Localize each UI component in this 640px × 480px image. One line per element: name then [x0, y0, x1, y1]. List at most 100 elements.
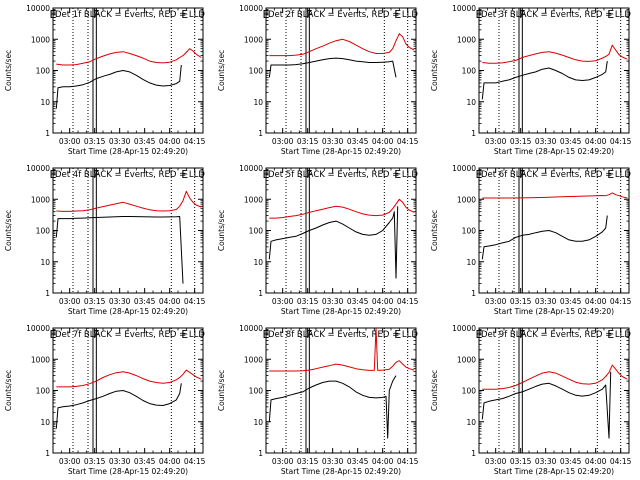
interval-marker-label: E	[394, 328, 401, 341]
x-tick-label: 04:00	[159, 297, 181, 306]
series-line-lld	[482, 44, 628, 64]
series-line-lld	[269, 198, 415, 219]
plot-frame	[265, 167, 417, 294]
x-tick-label: 04:00	[372, 137, 394, 146]
x-axis-label: Start Time (28-Apr-15 02:49:20)	[281, 307, 401, 316]
y-tick-label: 10	[466, 98, 476, 107]
y-tick-label: 10000	[452, 324, 476, 333]
y-tick-label: 1	[45, 129, 50, 138]
x-tick-label: 03:15	[84, 137, 106, 146]
x-tick-label: 04:15	[610, 457, 632, 466]
plot-frame	[478, 7, 630, 134]
panel-title: Det 7f BLACK = Events, RED = LLD	[55, 330, 205, 340]
x-tick-label: 03:30	[535, 297, 557, 306]
y-tick-label: 100	[36, 387, 51, 396]
x-tick-label: 04:15	[397, 457, 419, 466]
x-axis-label: Start Time (28-Apr-15 02:49:20)	[68, 467, 188, 476]
y-tick-label: 1	[258, 289, 263, 298]
x-tick-label: 04:15	[184, 457, 206, 466]
y-axis-label: Counts/sec	[430, 370, 439, 411]
x-tick-label: 03:15	[297, 137, 319, 146]
y-axis-label: Counts/sec	[217, 50, 226, 91]
x-tick-label: 03:30	[322, 457, 344, 466]
y-tick-label: 10000	[452, 4, 476, 13]
interval-marker-label: F	[519, 328, 525, 341]
y-axis-label: Counts/sec	[430, 210, 439, 251]
x-axis-label: Start Time (28-Apr-15 02:49:20)	[494, 307, 614, 316]
panel-title: Det 3f BLACK = Events, RED = LLD	[481, 10, 631, 20]
x-tick-label: 03:15	[510, 297, 532, 306]
y-tick-label: 10	[253, 98, 263, 107]
interval-marker-label: E	[181, 168, 188, 181]
x-tick-label: 03:00	[485, 297, 507, 306]
x-tick-label: 04:15	[610, 297, 632, 306]
interval-marker-label: E	[607, 328, 614, 341]
y-tick-label: 10	[253, 258, 263, 267]
x-tick-label: 03:45	[347, 297, 369, 306]
x-tick-label: 03:45	[134, 457, 156, 466]
x-tick-label: 03:30	[109, 457, 131, 466]
x-tick-label: 04:15	[397, 297, 419, 306]
x-tick-label: 04:15	[184, 137, 206, 146]
series-line-events	[481, 61, 608, 100]
y-tick-label: 10000	[239, 164, 263, 173]
x-tick-label: 03:15	[510, 137, 532, 146]
interval-marker-label: F	[519, 168, 525, 181]
interval-marker-label: F	[306, 328, 312, 341]
series-line-events	[481, 371, 612, 439]
x-tick-label: 03:15	[84, 297, 106, 306]
y-tick-label: 10000	[239, 4, 263, 13]
y-tick-label: 1	[45, 449, 50, 458]
x-tick-label: 03:00	[59, 297, 81, 306]
x-tick-label: 03:30	[109, 137, 131, 146]
x-tick-label: 03:00	[59, 457, 81, 466]
series-line-events	[55, 383, 182, 429]
interval-marker-label: E	[607, 168, 614, 181]
interval-marker-label: F	[93, 328, 99, 341]
detector-panel-3: Det 3f BLACK = Events, RED = LLD Counts/s…	[430, 4, 632, 156]
panel-title: Det 5f BLACK = Events, RED = LLD	[268, 170, 418, 180]
x-axis-label: Start Time (28-Apr-15 02:49:20)	[494, 147, 614, 156]
interval-marker-label: F	[93, 168, 99, 181]
x-tick-label: 03:45	[134, 297, 156, 306]
y-axis-label: Counts/sec	[4, 50, 13, 91]
y-tick-label: 1000	[457, 35, 476, 44]
interval-marker-label: F	[93, 8, 99, 21]
y-tick-label: 10000	[239, 324, 263, 333]
series-line-lld	[56, 369, 202, 388]
y-axis-label: Counts/sec	[4, 370, 13, 411]
y-tick-label: 10	[466, 258, 476, 267]
y-tick-label: 1	[471, 129, 476, 138]
y-tick-label: 1000	[31, 195, 50, 204]
x-tick-label: 04:00	[159, 457, 181, 466]
y-tick-label: 100	[36, 67, 51, 76]
y-tick-label: 100	[249, 227, 264, 236]
interval-marker-label: F	[306, 8, 312, 21]
y-tick-label: 1	[258, 129, 263, 138]
plot-frame	[265, 7, 417, 134]
x-tick-label: 03:45	[134, 137, 156, 146]
y-axis-label: Counts/sec	[217, 370, 226, 411]
plot-frame	[265, 327, 417, 454]
detector-panel-9: Det 9f BLACK = Events, RED = LLD Counts/s…	[430, 324, 632, 476]
y-tick-label: 100	[462, 227, 477, 236]
x-tick-label: 03:00	[272, 457, 294, 466]
x-tick-label: 04:00	[159, 137, 181, 146]
y-tick-label: 1	[45, 289, 50, 298]
x-axis-label: Start Time (28-Apr-15 02:49:20)	[281, 467, 401, 476]
detector-panel-4: Det 4f BLACK = Events, RED = LLD Counts/s…	[4, 164, 206, 316]
series-line-events	[268, 206, 399, 279]
y-tick-label: 1	[471, 449, 476, 458]
interval-marker-label: E	[263, 8, 270, 21]
y-axis-label: Counts/sec	[217, 210, 226, 251]
y-tick-label: 1000	[244, 195, 263, 204]
y-tick-label: 10	[40, 418, 50, 427]
interval-marker-label: E	[394, 8, 401, 21]
interval-marker-label: E	[50, 328, 57, 341]
interval-marker-label: E	[476, 8, 483, 21]
x-tick-label: 03:15	[84, 457, 106, 466]
y-tick-label: 100	[249, 67, 264, 76]
x-tick-label: 03:15	[510, 457, 532, 466]
detector-panel-7: Det 7f BLACK = Events, RED = LLD Counts/s…	[4, 324, 206, 476]
